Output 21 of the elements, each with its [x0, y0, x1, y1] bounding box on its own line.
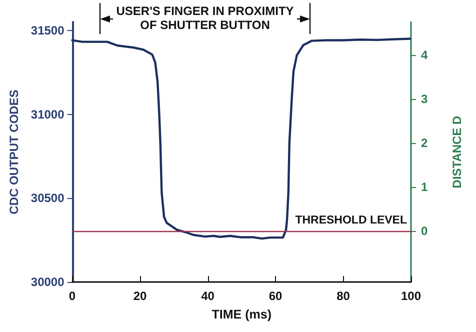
x-tick-label: 0 [68, 289, 76, 303]
y-tick-label: 30500 [30, 191, 65, 206]
annotation: USER'S FINGER IN PROXIMITY OF SHUTTER BUTTON [116, 4, 294, 32]
x-tick-label: 20 [133, 289, 148, 303]
x-tick-label: 80 [336, 289, 350, 303]
y-tick-label: 31500 [30, 23, 65, 38]
y2-tick-label: 1 [421, 180, 428, 194]
x-axis-title: TIME (ms) [212, 308, 272, 322]
y2-tick-label: 0 [421, 224, 428, 238]
y2-axis-title: DISTANCE D [450, 115, 464, 188]
y2-tick-label: 3 [421, 92, 428, 106]
x-tick-label: 40 [201, 289, 215, 303]
x-tick-label: 100 [400, 289, 422, 303]
y-axis-title: CDC OUTPUT CODES [7, 90, 21, 214]
y2-tick-label: 2 [421, 136, 428, 150]
y2-tick-label: 4 [421, 48, 428, 62]
ref-line-label: THRESHOLD LEVEL [295, 214, 407, 227]
line-series [71, 38, 412, 240]
x-tick-label: 60 [268, 289, 282, 303]
y-tick-label: 30000 [30, 275, 65, 289]
y-tick-label: 31000 [30, 107, 65, 122]
